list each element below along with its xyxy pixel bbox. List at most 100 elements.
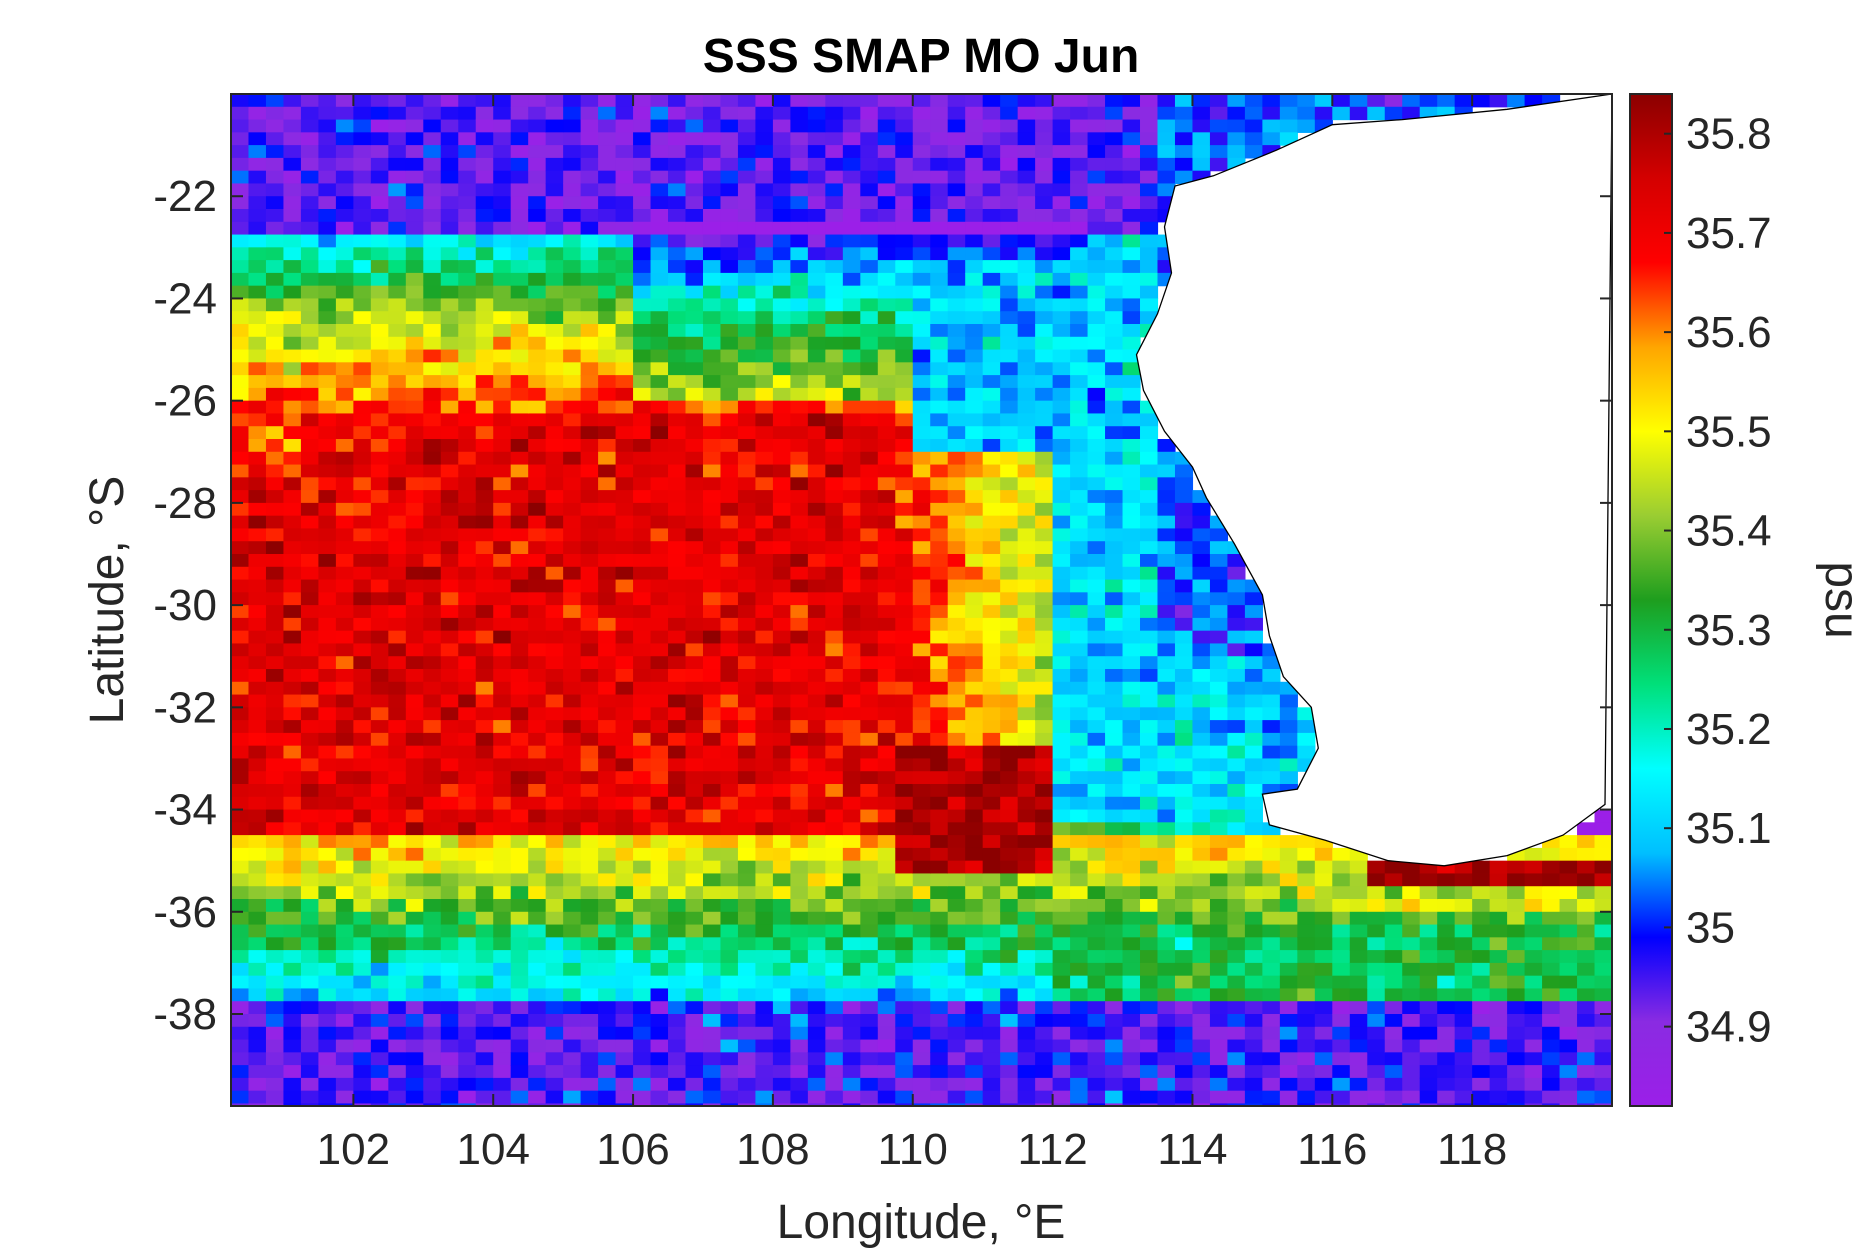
salinity-cell xyxy=(737,720,757,734)
salinity-cell xyxy=(1174,541,1194,555)
salinity-cell xyxy=(1209,1001,1229,1015)
salinity-cell xyxy=(1174,1077,1194,1092)
salinity-cell xyxy=(440,937,459,951)
salinity-cell xyxy=(982,975,1001,990)
salinity-cell xyxy=(1105,528,1124,542)
salinity-cell xyxy=(528,1077,547,1092)
salinity-cell xyxy=(877,119,896,133)
salinity-cell xyxy=(1035,694,1054,708)
salinity-cell xyxy=(370,630,389,645)
salinity-cell xyxy=(772,950,791,964)
salinity-cell xyxy=(405,566,424,581)
salinity-cell xyxy=(475,835,494,849)
salinity-cell xyxy=(1437,1077,1456,1092)
salinity-cell xyxy=(1070,720,1089,734)
salinity-cell xyxy=(702,669,722,683)
salinity-cell xyxy=(1122,477,1141,491)
salinity-cell xyxy=(1035,1103,1054,1106)
salinity-cell xyxy=(580,911,599,926)
salinity-cell xyxy=(493,924,512,938)
salinity-cell xyxy=(598,336,617,351)
salinity-cell xyxy=(388,924,407,938)
salinity-cell xyxy=(1227,1014,1246,1028)
salinity-cell xyxy=(370,362,389,376)
salinity-cell xyxy=(860,528,879,542)
salinity-cell xyxy=(300,809,319,823)
salinity-cell xyxy=(650,490,669,504)
salinity-cell xyxy=(807,975,826,990)
salinity-cell xyxy=(335,1001,354,1015)
salinity-cell xyxy=(615,1090,634,1105)
salinity-cell xyxy=(807,950,826,964)
salinity-cell xyxy=(580,234,599,248)
salinity-cell xyxy=(248,375,267,389)
salinity-cell xyxy=(1105,873,1124,887)
salinity-cell xyxy=(912,847,931,862)
salinity-cell xyxy=(720,605,739,619)
salinity-cell xyxy=(947,209,966,223)
salinity-cell xyxy=(283,847,302,862)
salinity-cell xyxy=(633,962,652,977)
salinity-cell xyxy=(370,451,389,466)
salinity-cell xyxy=(510,1065,529,1079)
salinity-cell xyxy=(493,298,512,312)
salinity-cell xyxy=(510,1026,529,1041)
salinity-cell xyxy=(335,669,354,683)
salinity-cell xyxy=(300,298,319,312)
salinity-cell xyxy=(1367,937,1386,951)
salinity-cell xyxy=(755,464,774,478)
salinity-cell xyxy=(930,183,949,197)
salinity-cell xyxy=(248,132,267,146)
salinity-cell xyxy=(1489,1052,1508,1066)
salinity-cell xyxy=(1140,617,1159,632)
salinity-cell xyxy=(1262,745,1281,760)
salinity-cell xyxy=(1209,873,1229,887)
salinity-cell xyxy=(423,630,442,645)
salinity-cell xyxy=(458,796,477,811)
salinity-cell xyxy=(510,387,529,402)
salinity-cell xyxy=(650,362,669,376)
salinity-cell xyxy=(248,515,267,530)
salinity-cell xyxy=(598,311,617,325)
salinity-cell xyxy=(965,451,984,466)
salinity-cell xyxy=(842,771,861,785)
salinity-cell xyxy=(1105,579,1124,593)
salinity-cell xyxy=(1244,707,1263,721)
salinity-cell xyxy=(1297,1052,1316,1066)
salinity-cell xyxy=(615,554,634,568)
salinity-cell xyxy=(335,720,354,734)
salinity-cell xyxy=(668,387,687,402)
salinity-cell xyxy=(685,221,704,236)
salinity-cell xyxy=(1087,899,1106,913)
salinity-cell xyxy=(702,439,722,453)
salinity-cell xyxy=(895,209,914,223)
salinity-cell xyxy=(1087,464,1106,478)
salinity-cell xyxy=(1000,362,1019,376)
salinity-cell xyxy=(720,681,739,696)
salinity-cell xyxy=(772,605,791,619)
salinity-cell xyxy=(790,784,809,798)
salinity-cell xyxy=(1367,975,1386,990)
salinity-cell xyxy=(1000,962,1019,977)
salinity-cell xyxy=(475,145,494,159)
salinity-cell xyxy=(1122,439,1141,453)
salinity-cell xyxy=(650,988,669,1002)
salinity-cell xyxy=(335,860,354,875)
salinity-cell xyxy=(388,975,407,990)
salinity-cell xyxy=(458,809,477,823)
salinity-cell xyxy=(930,886,949,900)
salinity-cell xyxy=(633,541,652,555)
salinity-cell xyxy=(388,145,407,159)
salinity-cell xyxy=(353,1065,372,1079)
salinity-cell xyxy=(1070,950,1089,964)
salinity-cell xyxy=(335,285,354,300)
salinity-cell xyxy=(825,272,844,287)
salinity-cell xyxy=(895,847,914,862)
salinity-cell xyxy=(1227,720,1246,734)
salinity-cell xyxy=(895,528,914,542)
salinity-cell xyxy=(1472,886,1491,900)
salinity-cell xyxy=(720,387,739,402)
salinity-cell xyxy=(458,886,477,900)
salinity-cell xyxy=(842,899,861,913)
salinity-cell xyxy=(947,617,966,632)
